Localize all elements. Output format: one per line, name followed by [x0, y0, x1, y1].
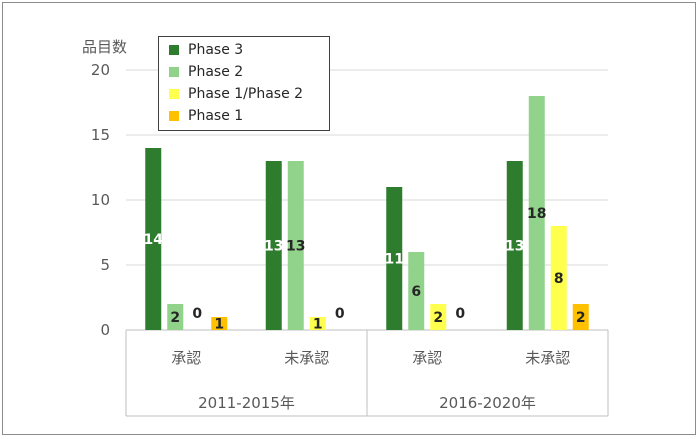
- bar: [211, 317, 228, 330]
- legend-item: Phase 2: [169, 63, 243, 81]
- x-group-label: 2016-2020年: [439, 394, 536, 412]
- x-category-label: 未承認: [284, 349, 329, 367]
- bar: [528, 96, 545, 330]
- data-label: 0: [192, 306, 202, 322]
- data-label: 8: [554, 271, 564, 287]
- data-label: 11: [385, 252, 404, 268]
- legend-item: Phase 1/Phase 2: [169, 85, 303, 103]
- y-tick-label: 15: [91, 126, 110, 144]
- data-label: 1: [214, 317, 224, 333]
- bar: [265, 161, 282, 330]
- chart-frame: [2, 2, 696, 435]
- bar: [309, 317, 326, 330]
- data-label: 2: [433, 310, 443, 326]
- data-label: 0: [335, 306, 345, 322]
- y-tick-label: 0: [100, 321, 110, 339]
- bar: [167, 304, 184, 330]
- data-label: 2: [576, 310, 586, 326]
- y-tick-label: 10: [91, 191, 110, 209]
- bars: [145, 96, 589, 330]
- bar: [386, 187, 403, 330]
- legend-label: Phase 2: [188, 64, 244, 80]
- data-label: 6: [411, 284, 421, 300]
- x-category-label: 承認: [171, 349, 201, 367]
- data-label: 18: [527, 206, 546, 222]
- data-label: 2: [170, 310, 180, 326]
- legend-item: Phase 1: [169, 107, 243, 125]
- legend-label: Phase 1: [188, 108, 244, 124]
- y-axis-label: 品目数: [82, 38, 127, 56]
- legend-label: Phase 1/Phase 2: [188, 86, 304, 102]
- legend-swatch: [169, 89, 179, 99]
- bar: [430, 304, 447, 330]
- y-tick-label: 5: [100, 256, 110, 274]
- bar: [572, 304, 589, 330]
- legend-swatch: [169, 45, 179, 55]
- legend-item: Phase 3: [169, 41, 243, 59]
- legend-label: Phase 3: [188, 42, 244, 58]
- legend-swatch: [169, 67, 179, 77]
- legend-swatch: [169, 111, 179, 121]
- bar: [550, 226, 567, 330]
- data-label: 13: [286, 239, 305, 255]
- x-group-label: 2011-2015年: [198, 394, 295, 412]
- bar: [506, 161, 523, 330]
- y-tick-label: 20: [91, 61, 110, 79]
- bar: [145, 148, 162, 330]
- data-label: 13: [505, 239, 524, 255]
- x-category-label: 未承認: [525, 349, 570, 367]
- data-label: 14: [144, 232, 164, 248]
- data-label: 1: [313, 317, 323, 333]
- legend: Phase 3 Phase 2 Phase 1/Phase 2 Phase 1: [158, 36, 330, 131]
- data-label: 0: [455, 306, 465, 322]
- bar: [287, 161, 304, 330]
- x-category-label: 承認: [412, 349, 442, 367]
- data-label: 13: [264, 239, 283, 255]
- gridlines: [126, 69, 608, 266]
- bar: [408, 252, 425, 330]
